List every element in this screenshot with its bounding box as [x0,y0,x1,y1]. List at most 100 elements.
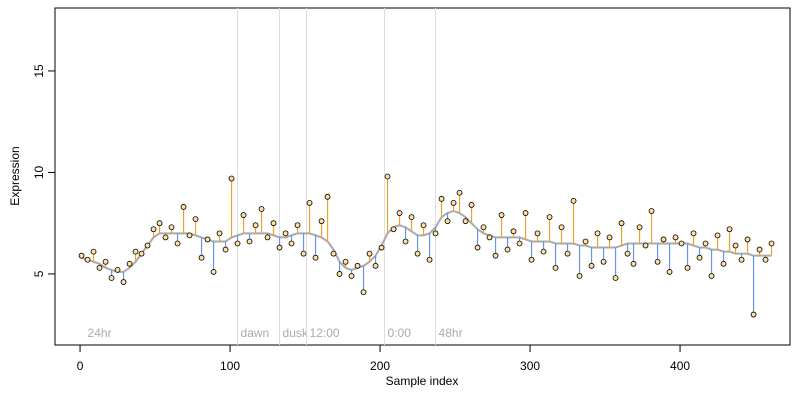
data-point [354,262,361,269]
data-point [732,242,739,249]
data-point [318,218,325,225]
data-point [210,269,217,275]
annotation-label: 48hr [439,326,463,340]
data-point [762,256,769,263]
x-tick-label: 400 [670,359,690,373]
data-point [372,262,379,269]
data-point [252,222,259,229]
plot-frame [54,7,791,346]
data-point [228,175,235,182]
data-point [534,230,541,237]
data-point [450,199,457,206]
annotation-label: 12:00 [310,326,340,340]
x-tick-label: 200 [370,359,390,373]
data-point [702,240,709,247]
data-point [564,250,571,257]
data-point [576,273,583,279]
y-tick-label: 15 [32,64,46,78]
data-point [558,224,565,231]
data-point [192,216,199,223]
annotation-label: dawn [241,326,270,340]
data-point [708,273,715,279]
annotation-label: 24hr [88,326,112,340]
data-point [768,240,775,247]
data-point [468,202,475,208]
data-point [636,224,643,231]
data-point [90,248,97,255]
data-point [648,208,655,214]
data-point [492,252,499,259]
data-point [300,250,307,257]
data-point [498,212,505,218]
data-point [714,232,721,239]
data-point [642,242,649,249]
data-point [174,240,181,247]
data-point [108,275,115,281]
data-point [420,222,427,229]
y-axis-label: Expression [8,146,22,205]
data-point [222,246,229,253]
data-point [726,226,733,233]
data-point [486,234,493,241]
annotation-label: 0:00 [388,326,412,340]
data-point [366,250,373,257]
data-point [402,238,409,245]
data-point [654,258,661,265]
data-point [744,236,751,243]
data-point [336,271,343,277]
data-point [690,230,697,237]
data-point [756,246,763,253]
fit-line [81,209,772,273]
data-point [378,244,385,251]
annotation-label: dusk [283,326,309,340]
data-point [186,232,193,239]
data-point [258,206,265,212]
data-point [618,220,625,227]
data-point [282,230,289,237]
data-point [276,244,283,251]
data-point [540,248,547,255]
data-point [462,218,469,225]
data-point [582,238,589,245]
data-point [96,264,103,271]
data-point [720,260,727,267]
data-point [360,289,367,296]
data-point [144,242,151,249]
data-point [168,224,175,231]
data-point [684,264,691,271]
data-point [666,269,673,275]
data-point [114,266,121,273]
data-point [444,218,451,225]
x-axis-label: Sample index [386,374,459,388]
y-tick-label: 10 [32,165,46,179]
data-point [528,256,535,263]
data-point [390,226,397,233]
data-point [240,212,247,218]
data-point [594,230,601,237]
data-point [78,252,85,259]
data-point [330,250,337,257]
x-tick-label: 300 [520,359,540,373]
data-point [312,254,319,261]
data-point [546,214,553,221]
data-point [750,311,757,318]
data-point [396,210,403,216]
data-point [588,262,595,269]
data-point [264,234,271,241]
data-point [552,264,559,271]
data-point [474,244,481,251]
data-point [438,195,445,202]
x-tick-label: 0 [77,359,84,373]
y-tick-label: 5 [32,270,46,277]
data-point [126,260,133,267]
data-point [120,279,127,285]
data-point [738,256,745,263]
data-point [84,256,91,263]
data-point [150,226,157,233]
data-point [342,258,349,265]
data-point [162,234,169,241]
data-point [624,250,631,257]
data-point [522,210,529,216]
data-point [660,236,667,243]
